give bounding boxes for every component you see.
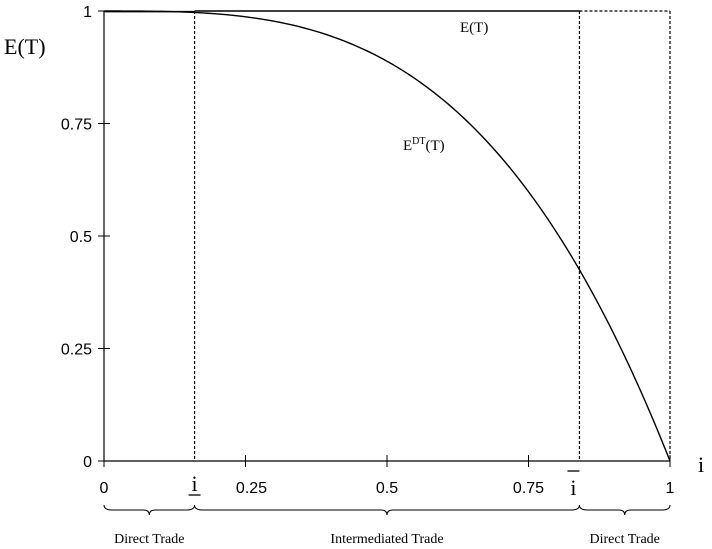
e-t-label: E(T) [460,20,488,36]
x-tick-label: 0.5 [376,480,398,497]
x-tick-label: 0.75 [513,480,544,497]
y-tick-label: 0.5 [70,229,92,246]
region-brace [194,504,580,516]
edt-t-curve [104,10,671,462]
x-axis-title: i [698,452,704,477]
y-tick-label: 1 [83,4,92,21]
threshold-high-label: i [570,475,576,500]
y-tick-label: 0 [83,454,92,471]
region-label: Intermediated Trade [330,532,443,547]
region-brace [103,504,196,516]
edt-t-label: EDT(T) [403,136,445,154]
x-tick-label: 1 [666,480,675,497]
x-tick-label: 0 [100,480,109,497]
y-axis-title: E(T) [4,34,46,59]
region-brace [578,504,671,516]
region-label: Direct Trade [114,532,184,547]
y-tick-label: 0.25 [61,342,92,359]
threshold-low-label: i [191,471,197,496]
region-label: Direct Trade [590,532,660,547]
x-tick-label: 0.25 [236,480,267,497]
y-tick-label: 0.75 [61,117,92,134]
